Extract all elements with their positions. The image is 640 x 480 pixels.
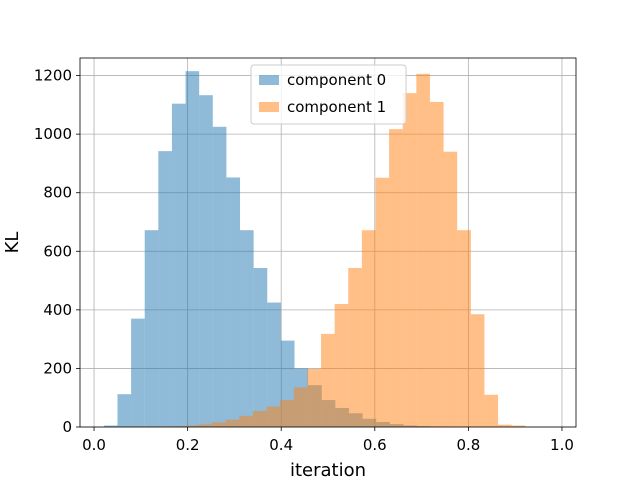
- histogram-bar: [131, 318, 145, 427]
- histogram-bar: [470, 314, 485, 427]
- x-tick-label: 1.0: [550, 436, 574, 454]
- histogram-bar: [198, 424, 213, 427]
- histogram-bar: [389, 129, 403, 427]
- histogram-bar: [158, 151, 172, 427]
- histogram-bar: [239, 415, 253, 427]
- x-axis-label: iteration: [290, 460, 366, 480]
- histogram-bars: [103, 71, 526, 428]
- histogram-bar: [212, 422, 226, 427]
- histogram-bar: [307, 369, 322, 427]
- plot-frame: [79, 57, 577, 428]
- histogram-bar: [225, 419, 240, 427]
- histogram-bar: [293, 387, 308, 427]
- histogram-bar: [334, 304, 349, 427]
- histogram-bar: [103, 425, 118, 427]
- histogram-bar: [266, 406, 281, 427]
- axis-ticks: 0.0 0.2 0.4 0.6 0.8 1.0 0 200 400 600 800 1000 1200: [34, 67, 574, 454]
- x-tick-label: 0.6: [363, 436, 387, 454]
- series-1-bars: [116, 73, 526, 428]
- legend-label: component 0: [287, 71, 386, 89]
- histogram-bar: [443, 151, 458, 427]
- histogram-bar: [484, 394, 499, 427]
- legend-label: component 1: [287, 98, 386, 116]
- histogram-bar: [511, 425, 526, 427]
- histogram-bar: [185, 71, 200, 427]
- histogram-bar: [184, 425, 199, 427]
- y-tick-label: 200: [43, 359, 72, 377]
- y-tick-label: 1000: [34, 125, 72, 143]
- legend-box: [250, 64, 407, 125]
- y-axis-label: KL: [2, 232, 23, 254]
- histogram-bar: [361, 230, 376, 427]
- histogram-bar: [416, 73, 430, 428]
- y-tick-label: 1200: [34, 67, 72, 85]
- histogram-bar: [402, 93, 417, 428]
- histogram-bar: [321, 333, 335, 427]
- histogram-bar: [429, 101, 444, 427]
- histogram-bar: [117, 394, 132, 427]
- legend: component 0 component 1: [250, 64, 407, 125]
- histogram-bar: [457, 230, 471, 427]
- y-tick-label: 600: [43, 242, 72, 260]
- x-tick-label: 0.4: [269, 436, 293, 454]
- histogram-bar: [171, 426, 185, 427]
- y-tick-label: 400: [43, 301, 72, 319]
- histogram-bar: [498, 424, 512, 427]
- x-tick-label: 0.8: [456, 436, 480, 454]
- histogram-bar: [171, 103, 186, 427]
- histogram-bar: [199, 95, 213, 427]
- histogram-bar: [144, 230, 159, 427]
- histogram-bar: [348, 267, 362, 427]
- histogram-bar: [240, 230, 254, 427]
- histogram-bar: [267, 302, 281, 427]
- histogram-bar: [226, 177, 241, 427]
- x-tick-label: 0.2: [176, 436, 200, 454]
- y-tick-label: 800: [43, 184, 72, 202]
- histogram-bar: [252, 410, 267, 427]
- histogram-bar: [212, 126, 227, 428]
- y-tick-label: 0: [62, 418, 72, 436]
- x-tick-label: 0.0: [82, 436, 106, 454]
- histogram-bar: [253, 267, 268, 427]
- histogram-bar: [375, 177, 390, 427]
- histogram-bar: [280, 400, 294, 427]
- legend-swatch: [259, 75, 279, 85]
- legend-swatch: [259, 102, 279, 112]
